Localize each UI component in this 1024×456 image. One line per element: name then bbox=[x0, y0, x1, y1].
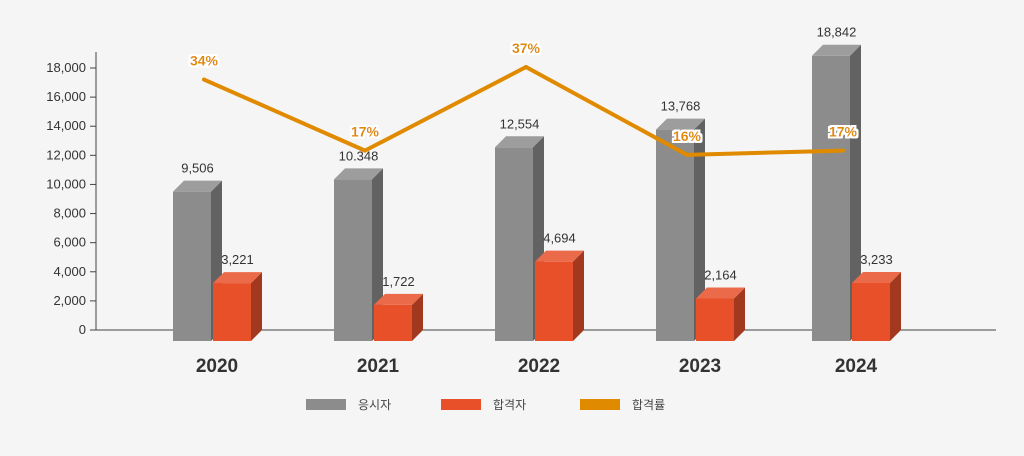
legend-swatch bbox=[441, 399, 481, 410]
bar-value-label: 3,233 bbox=[860, 252, 893, 267]
y-tick-label: 4,000 bbox=[53, 264, 86, 279]
rate-point bbox=[685, 152, 689, 157]
category-label: 2024 bbox=[835, 356, 878, 377]
y-tick-label: 18,000 bbox=[46, 60, 86, 75]
bar-top bbox=[374, 293, 423, 305]
rate-label: 16% bbox=[673, 128, 702, 144]
y-tick-label: 2,000 bbox=[53, 293, 86, 308]
legend-label: 응시자 bbox=[358, 398, 391, 412]
legend-label: 합격자 bbox=[493, 398, 526, 412]
bar-side bbox=[850, 44, 861, 341]
y-tick-label: 16,000 bbox=[46, 89, 86, 104]
rate-point bbox=[202, 77, 206, 82]
bar-side bbox=[890, 271, 901, 341]
bar-passers bbox=[696, 287, 745, 341]
bar-side bbox=[412, 293, 423, 341]
legend-swatch bbox=[306, 399, 346, 410]
bar-passers bbox=[374, 293, 423, 341]
category-label: 2021 bbox=[357, 356, 400, 377]
category-label: 2022 bbox=[518, 356, 560, 377]
bar-top bbox=[696, 287, 745, 299]
bar-passers bbox=[852, 271, 901, 341]
bar-value-label: 13,768 bbox=[661, 99, 701, 114]
rate-label: 17% bbox=[351, 124, 380, 140]
bar-front bbox=[374, 304, 412, 341]
y-tick-label: 14,000 bbox=[46, 118, 86, 133]
category-label: 2023 bbox=[679, 356, 721, 377]
rate-label: 17% bbox=[829, 124, 858, 140]
bar-side bbox=[372, 168, 383, 341]
bar-applicants bbox=[812, 44, 861, 341]
bar-value-label: 4,694 bbox=[543, 231, 576, 246]
bar-value-label: 10.348 bbox=[339, 148, 379, 163]
category-labels: 2020 2021 2022 2023 2024 bbox=[196, 356, 878, 377]
bar-applicants bbox=[334, 168, 383, 341]
bar-applicants bbox=[656, 118, 705, 341]
bar-top bbox=[656, 118, 705, 130]
bar-applicants bbox=[495, 136, 544, 341]
bar-front bbox=[696, 298, 734, 341]
bar-front bbox=[173, 191, 211, 341]
bar-value-label: 9,506 bbox=[181, 161, 214, 176]
bar-front bbox=[535, 261, 573, 341]
y-tick-label: 8,000 bbox=[53, 206, 86, 221]
bar-value-label: 3,221 bbox=[221, 252, 254, 267]
bar-front bbox=[213, 283, 251, 341]
bar-top bbox=[812, 44, 861, 56]
bar-front bbox=[334, 179, 372, 341]
bar-top bbox=[334, 168, 383, 180]
bar-passers bbox=[213, 272, 262, 341]
bar-top bbox=[852, 271, 901, 283]
legend: 응시자 합격자 합격률 bbox=[306, 398, 665, 412]
rate-point bbox=[841, 148, 845, 153]
bar-value-label: 2,164 bbox=[704, 268, 737, 283]
bar-top bbox=[213, 272, 262, 284]
bar-top bbox=[173, 180, 222, 192]
rate-label: 37% bbox=[512, 40, 541, 56]
rate-label: 34% bbox=[190, 53, 219, 69]
y-tick-label: 6,000 bbox=[53, 235, 86, 250]
rate-point bbox=[363, 148, 367, 153]
bar-front bbox=[656, 129, 694, 341]
y-tick-label: 10,000 bbox=[46, 176, 86, 191]
legend-swatch bbox=[580, 399, 620, 410]
bar-value-label: 18,842 bbox=[817, 25, 857, 40]
bar-side bbox=[694, 118, 705, 341]
legend-label: 합격률 bbox=[632, 398, 665, 412]
bar-side bbox=[573, 250, 584, 341]
y-tick-label: 0 bbox=[79, 322, 86, 337]
bar-side bbox=[251, 272, 262, 341]
bar-front bbox=[852, 282, 890, 341]
bar-top bbox=[495, 136, 544, 148]
y-tick-label: 12,000 bbox=[46, 147, 86, 162]
bar-value-label: 1,722 bbox=[382, 274, 415, 289]
rate-line-layer: 34% 17% 37% 16% 17% bbox=[190, 40, 858, 157]
rate-point bbox=[524, 65, 528, 69]
bar-value-label: 12,554 bbox=[500, 116, 540, 131]
bar-passers bbox=[535, 250, 584, 341]
y-axis-ticks: 0 2,000 4,000 6,000 8,000 10,000 12,000 14,000 1… bbox=[46, 60, 96, 337]
bar-side bbox=[734, 287, 745, 341]
bars-layer: 9,506 3,221 10.348 1,722 12,554 4,694 13,768 2,… bbox=[173, 25, 901, 341]
bar-top bbox=[535, 250, 584, 262]
category-label: 2020 bbox=[196, 356, 238, 377]
bar-front bbox=[495, 147, 533, 341]
bar-front bbox=[812, 55, 850, 341]
